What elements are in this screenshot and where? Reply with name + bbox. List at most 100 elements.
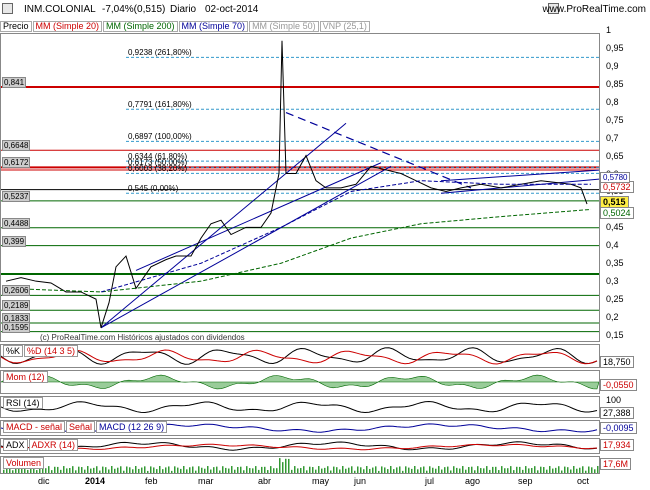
volume-bar: [27, 469, 29, 473]
volume-bar: [456, 467, 458, 473]
volume-bar: [87, 466, 89, 473]
volume-bar: [42, 468, 44, 473]
volume-bar: [18, 468, 20, 473]
price-tick: 0,15: [606, 330, 624, 340]
volume-bar: [507, 468, 509, 473]
volume-bar: [126, 466, 128, 473]
volume-bar: [453, 466, 455, 473]
volume-bar: [477, 466, 479, 473]
mom-panel: Mom (12): [0, 370, 600, 394]
volume-bar: [243, 470, 245, 473]
volume-bar: [45, 468, 47, 473]
volume-bar: [549, 466, 551, 473]
volume-bar: [60, 469, 62, 473]
price-change: -7,04%(0,515): [102, 4, 166, 15]
menu-icon[interactable]: [2, 3, 13, 14]
volume-bar: [63, 466, 65, 473]
volume-bar: [168, 466, 170, 473]
zoom-icon[interactable]: [548, 3, 559, 14]
volume-bar: [300, 468, 302, 473]
volume-value: 17,6M: [600, 458, 632, 470]
stoch-label-k: %K: [3, 345, 24, 357]
volume-bar: [366, 466, 368, 473]
volume-bar: [321, 468, 323, 473]
volume-bar: [579, 467, 581, 473]
volume-bar: [429, 466, 431, 473]
fib-label: 0,545 (0,00%): [128, 184, 179, 194]
volume-bar: [462, 466, 464, 473]
volume-bar: [522, 469, 524, 473]
volume-bar: [330, 470, 332, 473]
volume-bar: [552, 468, 554, 473]
adx-value: 17,934: [600, 439, 634, 451]
fib-label: 0,9238 (261,80%): [128, 48, 192, 58]
volume-bar: [198, 466, 200, 473]
channel-lower-b: [135, 162, 382, 271]
volume-bar: [363, 469, 365, 473]
adxr-label: ADXR (14): [28, 439, 79, 451]
indicator-legend: Precio MM (Simple 20) MM (Simple 200) MM (S…: [0, 21, 371, 32]
volume-bar: [78, 466, 80, 473]
fib-label: 0,6173 (50,00%): [128, 158, 188, 168]
volume-label: Volumen: [3, 457, 45, 469]
volume-bar: [471, 466, 473, 473]
x-tick: feb: [145, 476, 158, 486]
volume-bar: [474, 470, 476, 473]
volume-bar: [423, 466, 425, 473]
volume-bar: [156, 469, 158, 473]
price-tick: 0,95: [606, 42, 624, 53]
volume-bar: [255, 466, 257, 473]
indicator-0[interactable]: Precio: [0, 21, 32, 32]
indicator-5[interactable]: VNP (25,1): [319, 21, 370, 32]
volume-bar: [273, 468, 275, 473]
volume-bar: [3, 469, 5, 473]
volume-bar: [333, 466, 335, 473]
volume-bar: [57, 466, 59, 473]
volume-bar: [195, 470, 197, 473]
volume-bar: [9, 466, 11, 473]
macd-label-signal: Señal: [66, 421, 96, 433]
indicator-3[interactable]: MM (Simple 70): [178, 21, 249, 32]
volume-bar: [447, 466, 449, 473]
volume-bar: [69, 468, 71, 473]
volume-bar: [84, 469, 86, 473]
volume-bar: [252, 468, 254, 473]
brand-link: www.ProRealTime.com: [542, 4, 646, 15]
volume-bar: [312, 467, 314, 473]
macd-value: -0,0095: [600, 422, 637, 434]
volume-bar: [129, 467, 131, 473]
dashed-trend: [285, 111, 472, 189]
volume-bar: [111, 466, 113, 473]
volume-bar: [564, 466, 566, 473]
price-tick: 0,75: [606, 114, 624, 125]
price-tick: 0,3: [606, 276, 619, 287]
stoch-value: 18,750: [600, 356, 634, 368]
volume-bar: [267, 470, 269, 473]
indicator-4[interactable]: MM (Simple 50): [249, 21, 319, 32]
volume-bar: [402, 470, 404, 473]
level-label: 0,6648: [2, 140, 31, 152]
volume-bar: [24, 466, 26, 473]
volume-bar: [582, 466, 584, 473]
volume-bar: [102, 466, 104, 473]
date-label: 02-oct-2014: [205, 4, 259, 15]
price-tick: 0,65: [606, 150, 624, 161]
volume-bar: [264, 466, 266, 473]
instrument-title: INM.COLONIAL: [24, 4, 96, 15]
volume-bar: [441, 469, 443, 473]
indicator-1[interactable]: MM (Simple 20): [32, 21, 103, 32]
volume-bar: [222, 466, 224, 473]
price-tick: 0,35: [606, 258, 624, 269]
volume-bar: [492, 466, 494, 473]
volume-bar: [231, 466, 233, 473]
indicator-2[interactable]: MM (Simple 200): [103, 21, 178, 32]
volume-bar: [438, 466, 440, 473]
volume-bar: [543, 467, 545, 473]
volume-bar: [450, 470, 452, 473]
volume-bar: [54, 466, 56, 473]
volume-bar: [288, 458, 290, 473]
volume-bar: [561, 470, 563, 473]
volume-bar: [297, 468, 299, 473]
mom-value: -0,0550: [600, 379, 637, 391]
